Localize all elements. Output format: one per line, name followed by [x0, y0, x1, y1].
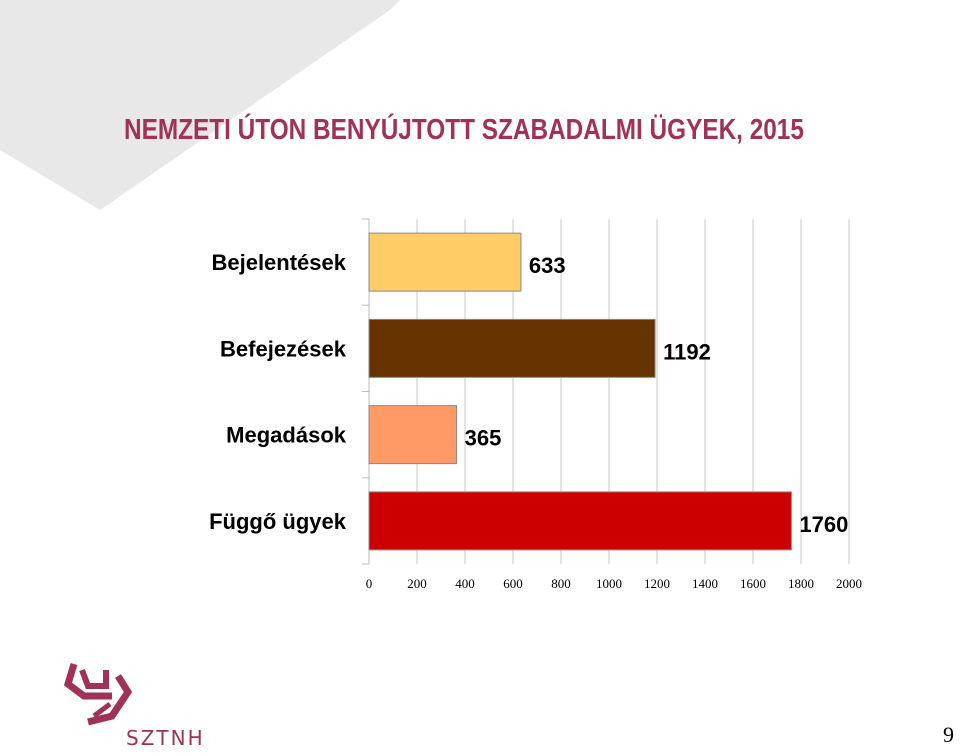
x-tick-label: 800 [551, 576, 571, 591]
x-tick-label: 400 [455, 576, 475, 591]
category-label: Függő ügyek [209, 509, 347, 534]
bar [368, 232, 522, 292]
x-tick-label: 1800 [788, 576, 814, 591]
x-tick-label: 1200 [644, 576, 670, 591]
page-number: 9 [943, 722, 954, 747]
x-tick-label: 200 [407, 576, 427, 591]
sztnh-logo-icon [63, 662, 133, 726]
bar [368, 405, 458, 465]
value-label: 1192 [663, 339, 711, 364]
bar [368, 491, 792, 551]
value-label: 633 [529, 253, 566, 278]
category-label: Megadások [226, 423, 347, 448]
slide-title: NEMZETI ÚTON BENYÚJTOTT SZABADALMI ÜGYEK… [124, 114, 804, 146]
x-tick-label: 1400 [692, 576, 718, 591]
background-decoration [0, 0, 400, 210]
bar [368, 318, 656, 378]
x-tick-label: 1000 [596, 576, 622, 591]
bars [368, 232, 792, 551]
value-label: 365 [465, 426, 502, 451]
x-tick-label: 1600 [740, 576, 766, 591]
x-tick-label: 0 [366, 576, 373, 591]
logo-text: SZTNH [126, 726, 205, 750]
x-tick-label: 2000 [836, 576, 862, 591]
x-tick-label: 600 [503, 576, 523, 591]
category-label: Bejelentések [211, 250, 346, 275]
category-label: Befejezések [220, 336, 347, 361]
labels: 0 200 400 600 800 1000 1200 1400 1600 1800 2000 Bej… [209, 250, 862, 591]
value-label: 1760 [799, 512, 848, 537]
bar-chart: 0 200 400 600 800 1000 1200 1400 1600 1800 2000 Bej… [209, 218, 862, 591]
